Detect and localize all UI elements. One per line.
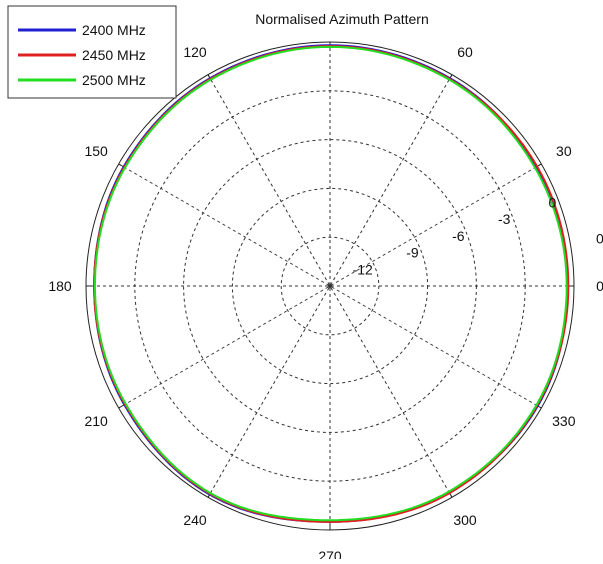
legend-box bbox=[7, 5, 177, 99]
angle-tick-label: 0 bbox=[596, 278, 603, 294]
radial-tick-label: -12 bbox=[353, 261, 373, 277]
angle-tick-label: 240 bbox=[183, 512, 207, 528]
grid-layer bbox=[85, 41, 575, 531]
radial-tick-label: -9 bbox=[406, 245, 419, 261]
extra-label: 0 bbox=[596, 230, 603, 246]
angle-tick-label: 120 bbox=[183, 44, 207, 60]
angle-tick-label: 210 bbox=[84, 413, 108, 429]
series-layer bbox=[93, 44, 570, 523]
label-layer: 0 30 60 120 150 180 210 240 270 300 330 -12 -9 -6 -3 0 0 bbox=[48, 44, 603, 564]
radial-tick-label: 0 bbox=[548, 195, 556, 211]
grid-circle bbox=[280, 236, 380, 336]
legend-label-2500: 2500 MHz bbox=[82, 72, 146, 88]
legend-label-2400: 2400 MHz bbox=[82, 22, 146, 38]
outer-tick bbox=[118, 404, 125, 409]
angle-tick-label: 330 bbox=[552, 413, 576, 429]
legend: 2400 MHz 2450 MHz 2500 MHz bbox=[7, 5, 177, 99]
radial-tick-label: -6 bbox=[452, 228, 465, 244]
legend-label-2450: 2450 MHz bbox=[82, 47, 146, 63]
angle-tick-label: 150 bbox=[84, 143, 108, 159]
angle-tick-label: 300 bbox=[453, 512, 477, 528]
radial-tick-label: -3 bbox=[498, 211, 511, 227]
angle-tick-label: 180 bbox=[48, 278, 72, 294]
chart-title: Normalised Azimuth Pattern bbox=[255, 11, 429, 27]
angle-tick-label: 30 bbox=[556, 143, 572, 159]
angle-tick-label: 60 bbox=[457, 44, 473, 60]
center-marker bbox=[328, 284, 332, 288]
angle-tick-label: 270 bbox=[318, 548, 342, 559]
series-line-2500-mhz bbox=[93, 45, 568, 522]
